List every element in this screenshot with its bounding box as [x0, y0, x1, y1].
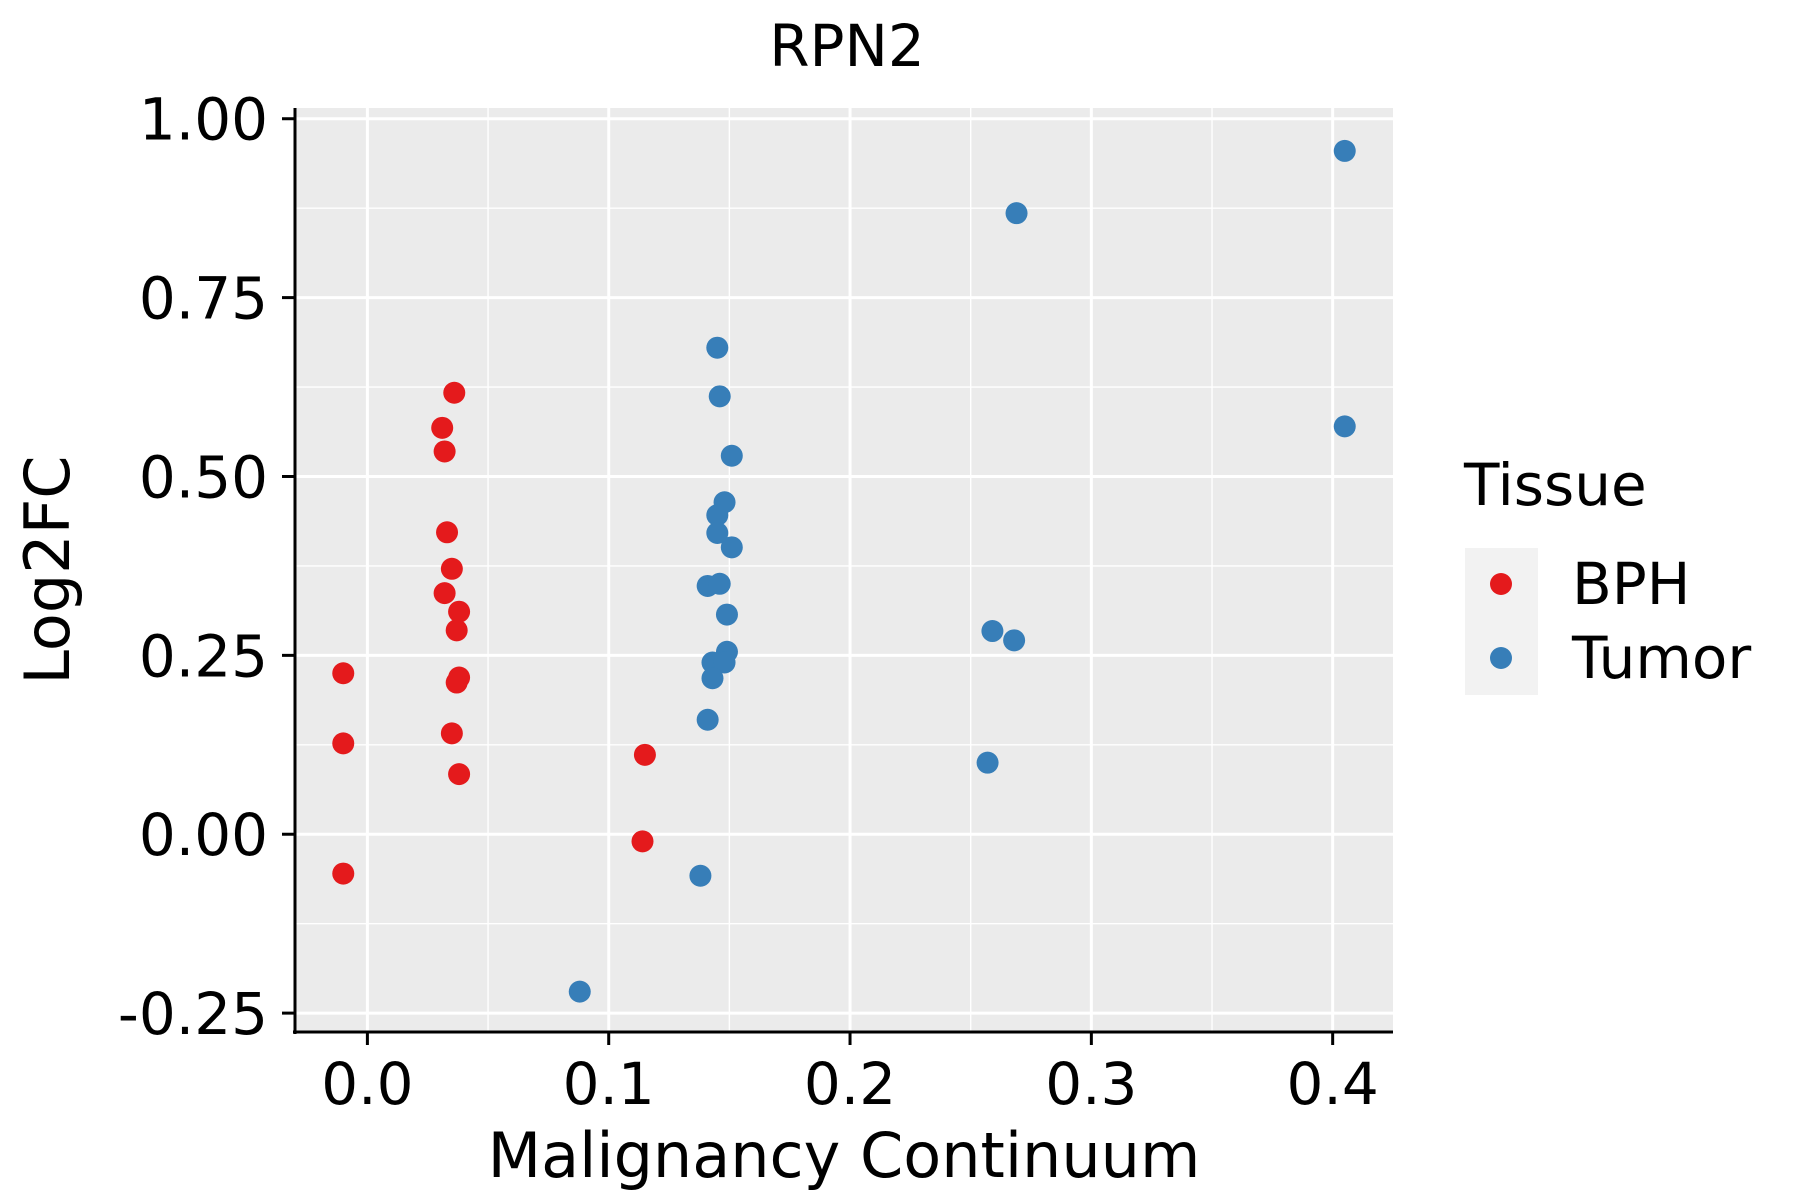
point-bph — [436, 521, 459, 544]
y-tick-label: 0.25 — [139, 622, 268, 690]
legend-title: Tissue — [1463, 451, 1647, 519]
point-tumor — [568, 980, 591, 1003]
grid-minor — [295, 108, 1393, 1031]
point-tumor — [715, 603, 738, 626]
point-tumor — [708, 385, 731, 408]
point-tumor — [689, 864, 712, 887]
x-tick-label: 0.2 — [804, 1050, 896, 1118]
point-bph — [631, 830, 654, 853]
point-tumor — [713, 651, 736, 674]
point-tumor — [708, 572, 731, 595]
point-bph — [448, 763, 471, 786]
point-bph — [332, 732, 355, 755]
point-bph — [433, 440, 456, 463]
plot-panel — [295, 108, 1393, 1031]
y-tick-label: 0.00 — [139, 801, 268, 869]
point-bph — [440, 722, 463, 745]
point-tumor — [720, 536, 743, 559]
y-tick-label: 0.50 — [139, 443, 268, 511]
y-axis-label: Log2FC — [11, 455, 84, 684]
point-tumor — [1333, 139, 1356, 162]
y-axis-ticks: -0.25 0.00 0.25 0.50 0.75 1.00 — [118, 86, 295, 1048]
point-bph — [445, 619, 468, 642]
x-axis-label: Malignancy Continuum — [488, 1119, 1201, 1192]
legend-key-bg — [1465, 548, 1538, 695]
point-tumor — [976, 751, 999, 774]
y-tick-label: 0.75 — [139, 265, 268, 333]
y-tick-label: 1.00 — [139, 86, 268, 154]
x-tick-label: 0.1 — [563, 1050, 655, 1118]
point-bph — [633, 743, 656, 766]
x-tick-label: 0.3 — [1045, 1050, 1137, 1118]
point-bph — [433, 582, 456, 605]
data-points — [332, 139, 1356, 1003]
point-tumor — [1005, 202, 1028, 225]
point-bph — [440, 557, 463, 580]
point-tumor — [706, 504, 729, 527]
point-tumor — [720, 444, 743, 467]
point-tumor — [1333, 415, 1356, 438]
point-bph — [445, 671, 468, 694]
point-bph — [332, 862, 355, 885]
point-tumor — [1003, 629, 1026, 652]
point-tumor — [981, 620, 1004, 643]
grid-major — [295, 108, 1393, 1031]
point-tumor — [706, 522, 729, 545]
x-tick-label: 0.0 — [321, 1050, 413, 1118]
y-tick-label: -0.25 — [118, 980, 268, 1048]
point-tumor — [706, 336, 729, 359]
point-bph — [448, 600, 471, 623]
legend-key-tumor — [1490, 647, 1512, 669]
point-bph — [443, 381, 466, 404]
point-bph — [332, 662, 355, 685]
point-tumor — [701, 667, 724, 690]
legend-key-bph — [1490, 573, 1512, 595]
legend-label-bph: BPH — [1572, 550, 1690, 618]
legend-label-tumor: Tumor — [1571, 624, 1751, 692]
legend: Tissue BPH Tumor — [1463, 451, 1751, 695]
point-bph — [431, 416, 454, 439]
chart-title: RPN2 — [769, 12, 925, 80]
point-tumor — [696, 708, 719, 731]
x-tick-label: 0.4 — [1287, 1050, 1379, 1118]
x-axis-ticks: 0.0 0.1 0.2 0.3 0.4 — [321, 1032, 1379, 1118]
